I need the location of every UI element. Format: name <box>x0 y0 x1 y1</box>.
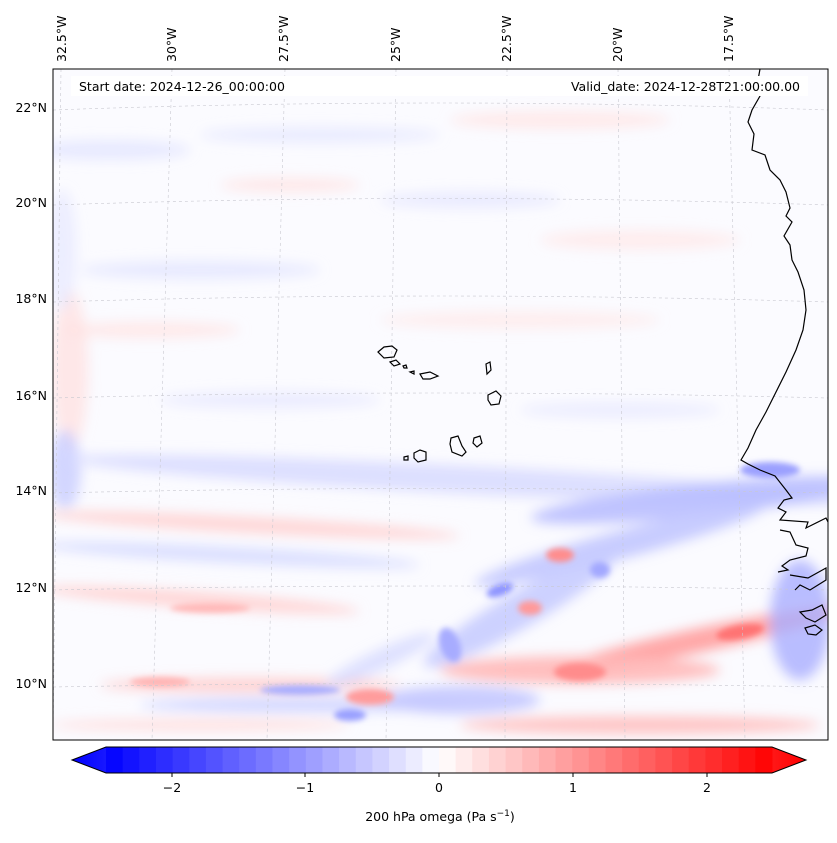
omega-field-cores <box>130 462 800 721</box>
colorbar-step <box>505 747 523 773</box>
colorbar-step <box>439 747 457 773</box>
island-sal <box>485 361 492 376</box>
colorbar-step <box>122 747 140 773</box>
lon-label: 22.5°W <box>499 16 514 62</box>
island-santo-antao <box>377 345 398 359</box>
colorbar-step <box>722 747 740 773</box>
colorbar-step <box>588 747 606 773</box>
colorbar-step <box>155 747 174 773</box>
colorbar-step <box>755 747 773 773</box>
colorbar-step <box>705 747 723 773</box>
colorbar-step <box>638 747 656 773</box>
lat-label: 22°N <box>15 100 47 115</box>
lat-label: 16°N <box>15 388 47 403</box>
colorbar-step <box>189 747 207 773</box>
lat-label: 18°N <box>15 291 47 306</box>
colorbar-step <box>255 747 273 773</box>
gridlines <box>53 69 828 740</box>
lon-label: 27.5°W <box>276 16 291 62</box>
latitude-labels: 22°N 20°N 18°N 16°N 14°N 12°N 10°N <box>15 100 47 691</box>
colorbar-steps <box>106 747 773 773</box>
lon-label: 20°W <box>610 27 625 62</box>
colorbar-step <box>389 747 407 773</box>
colorbar-step <box>405 747 423 773</box>
colorbar-tick-labels: −2 −1 0 1 2 <box>163 780 711 795</box>
omega-field-bands <box>53 454 828 734</box>
colorbar-step <box>738 747 756 773</box>
lon-label: 25°W <box>388 27 403 62</box>
colorbar-step <box>622 747 640 773</box>
colorbar-step <box>422 747 440 773</box>
colorbar-step <box>672 747 690 773</box>
colorbar-step <box>305 747 323 773</box>
colorbar-label-superscript: −1 <box>497 809 510 819</box>
colorbar-step <box>339 747 357 773</box>
colorbar-step <box>139 747 157 773</box>
date-strip <box>71 76 808 96</box>
colorbar-step <box>522 747 540 773</box>
lon-label: 30°W <box>164 27 179 62</box>
island-santiago <box>449 435 467 457</box>
colorbar-step <box>688 747 706 773</box>
lat-label: 12°N <box>15 580 47 595</box>
lon-label: 17.5°W <box>721 16 736 62</box>
colorbar-step <box>172 747 190 773</box>
colorbar-step <box>205 747 224 773</box>
map-panel: Start date: 2024-12-26_00:00:00 Valid_da… <box>52 68 829 741</box>
colorbar-tick-label: 1 <box>569 780 577 795</box>
colorbar-step <box>322 747 340 773</box>
colorbar-tick-label: −2 <box>163 780 181 795</box>
colorbar-tick-label: −1 <box>296 780 314 795</box>
colorbar-step <box>555 747 573 773</box>
colorbar-step <box>106 747 124 773</box>
longitude-labels: 32.5°W 30°W 27.5°W 25°W 22.5°W 20°W 17.5… <box>54 16 736 62</box>
colorbar-label-close: ) <box>510 809 515 824</box>
colorbar-step <box>289 747 307 773</box>
lat-label: 10°N <box>15 676 47 691</box>
colorbar-step <box>372 747 390 773</box>
colorbar-label-main: 200 hPa omega (Pa s <box>365 809 496 824</box>
colorbar-step <box>538 747 557 773</box>
colorbar-outline <box>70 746 808 774</box>
colorbar-step <box>605 747 623 773</box>
colorbar-label: 200 hPa omega (Pa s−1) <box>365 809 515 824</box>
colorbar-step <box>355 747 373 773</box>
colorbar-step <box>455 747 473 773</box>
west-africa-coastline <box>740 69 828 530</box>
colorbar-step <box>239 747 257 773</box>
colorbar-tick-label: 2 <box>703 780 711 795</box>
colorbar: −2 −1 0 1 2 200 hPa omega (Pa s−1) <box>70 746 808 824</box>
omega-field <box>53 111 828 734</box>
valid-date-label: Valid_date: 2024-12-28T21:00:00.00 <box>571 79 800 94</box>
island-fogo <box>413 449 427 463</box>
colorbar-step <box>655 747 673 773</box>
colorbar-step <box>488 747 507 773</box>
map-frame <box>52 68 829 741</box>
lat-label: 20°N <box>15 195 47 210</box>
colorbar-tick-label: 0 <box>435 780 443 795</box>
omega-field-broad <box>53 111 740 510</box>
island-boa-vista <box>487 390 502 406</box>
colorbar-step <box>572 747 590 773</box>
island-maio <box>472 435 483 448</box>
start-date-label: Start date: 2024-12-26_00:00:00 <box>79 79 285 94</box>
coastlines <box>377 69 828 636</box>
colorbar-step <box>472 747 490 773</box>
colorbar-step <box>272 747 290 773</box>
lon-label: 32.5°W <box>54 16 69 62</box>
colorbar-ticks <box>171 773 708 777</box>
lat-label: 14°N <box>15 483 47 498</box>
colorbar-step <box>222 747 240 773</box>
